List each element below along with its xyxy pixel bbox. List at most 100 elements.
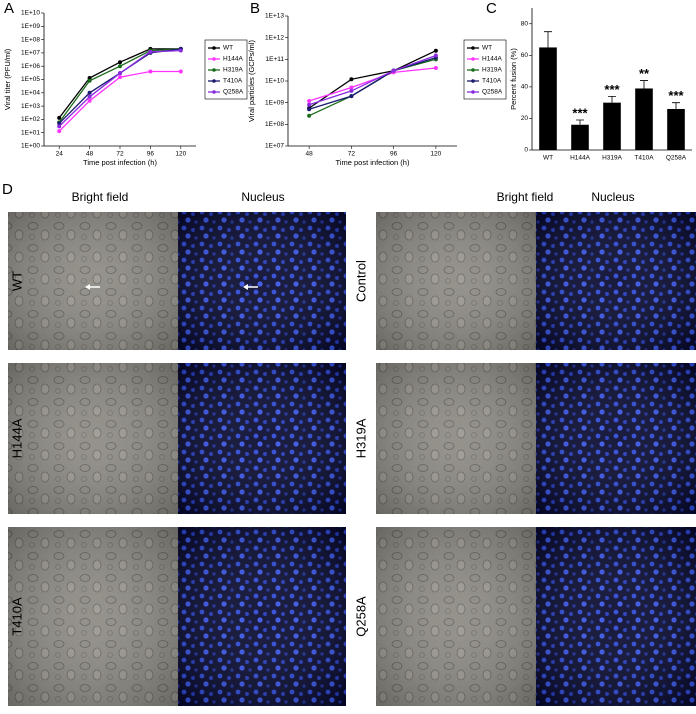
column-header: Bright field: [72, 190, 129, 204]
legend-label: Q258A: [482, 89, 503, 96]
data-point: [433, 53, 438, 58]
x-tick-label: 48: [306, 151, 314, 158]
y-tick-label: 1E+07: [21, 50, 40, 57]
y-tick-label: 1E+01: [21, 129, 40, 136]
legend-label: T410A: [482, 78, 502, 85]
image-shade: [376, 527, 536, 706]
series-line: [58, 48, 181, 123]
data-point: [307, 113, 312, 118]
bar: [635, 88, 653, 150]
error-bar: [576, 119, 584, 125]
data-point: [118, 75, 122, 80]
data-point: [87, 98, 92, 103]
data-point: [118, 64, 122, 69]
data-point: [57, 115, 62, 120]
y-tick-label: 1E+05: [21, 76, 40, 83]
y-tick-label: 1E+06: [21, 63, 40, 70]
y-tick-label: 20: [521, 115, 529, 122]
data-point: [349, 85, 354, 90]
data-point: [433, 48, 438, 53]
legend-label: Q258A: [223, 89, 244, 96]
panel-label: D: [2, 181, 13, 198]
series-line: [308, 54, 437, 106]
y-tick-label: 1E+00: [21, 143, 40, 150]
x-tick-label: Q258A: [666, 155, 687, 162]
data-point: [57, 124, 62, 129]
series-line: [58, 70, 181, 132]
significance-label: **: [639, 66, 650, 81]
legend-marker: [212, 46, 216, 50]
y-tick-label: 1E+10: [21, 10, 40, 17]
y-tick-label: 40: [521, 84, 529, 91]
series-line: [308, 58, 437, 117]
row-label: Q258A: [353, 596, 368, 637]
series-line: [58, 48, 181, 119]
series-line: [308, 67, 436, 102]
error-bar: [640, 80, 648, 89]
x-axis-label: Time post infection (h): [83, 158, 157, 167]
image-shade: [8, 212, 178, 350]
data-point: [148, 69, 153, 74]
image-shade: [376, 363, 536, 514]
arrow-head: [85, 284, 90, 290]
y-axis-label: Percent fusion (%): [509, 48, 518, 110]
row-label: H319A: [353, 418, 368, 458]
data-point: [148, 49, 153, 54]
y-tick-label: 1E+12: [265, 34, 284, 41]
legend-marker: [212, 90, 216, 94]
bar: [603, 102, 621, 150]
legend-marker: [471, 57, 475, 61]
significance-label: ***: [604, 82, 620, 97]
legend-label: H319A: [223, 67, 244, 74]
y-tick-label: 1E+08: [21, 36, 40, 43]
y-tick-label: 1E+03: [21, 103, 40, 110]
column-header: Bright field: [497, 190, 554, 204]
y-tick-label: 1E+09: [265, 99, 284, 106]
error-bar: [672, 102, 680, 109]
data-point: [349, 77, 354, 82]
legend-label: T410A: [223, 78, 243, 85]
x-tick-label: 72: [348, 151, 356, 158]
x-tick-label: 120: [430, 151, 441, 158]
data-point: [118, 71, 122, 76]
image-shade: [536, 212, 696, 350]
x-tick-label: 96: [147, 151, 155, 158]
legend-label: WT: [482, 45, 492, 52]
y-axis-label: Viral titer (PFU/ml): [3, 48, 12, 110]
data-point: [307, 98, 312, 103]
legend-marker: [471, 79, 475, 83]
legend-label: H144A: [223, 56, 244, 63]
data-point: [57, 121, 62, 126]
data-point: [87, 94, 92, 99]
row-label: WT: [9, 271, 24, 291]
data-point: [57, 129, 62, 134]
y-tick-label: 1E+02: [21, 116, 40, 123]
bar: [571, 124, 589, 150]
y-tick-label: 1E+13: [265, 13, 284, 20]
data-point: [349, 88, 354, 93]
x-axis-label: Time post infection (h): [336, 158, 410, 167]
image-shade: [8, 363, 178, 514]
row-label: H144A: [9, 418, 24, 458]
arrow-head: [243, 284, 248, 290]
x-tick-label: T410A: [634, 155, 654, 162]
data-point: [391, 68, 396, 73]
image-shade: [178, 527, 346, 706]
panel-label: B: [250, 0, 260, 17]
legend-marker: [212, 79, 216, 83]
data-point: [307, 102, 312, 107]
image-shade: [536, 527, 696, 706]
x-tick-label: 72: [116, 151, 124, 158]
data-point: [87, 78, 92, 83]
significance-label: ***: [572, 105, 588, 120]
bar: [667, 108, 685, 150]
x-tick-label: H144A: [570, 155, 591, 162]
y-tick-label: 1E+08: [265, 121, 284, 128]
panel-label: A: [4, 0, 14, 17]
legend-label: H319A: [482, 67, 503, 74]
data-point: [118, 60, 122, 65]
y-tick-label: 80: [521, 20, 529, 27]
y-tick-label: 60: [521, 52, 529, 59]
x-tick-label: 24: [56, 151, 64, 158]
